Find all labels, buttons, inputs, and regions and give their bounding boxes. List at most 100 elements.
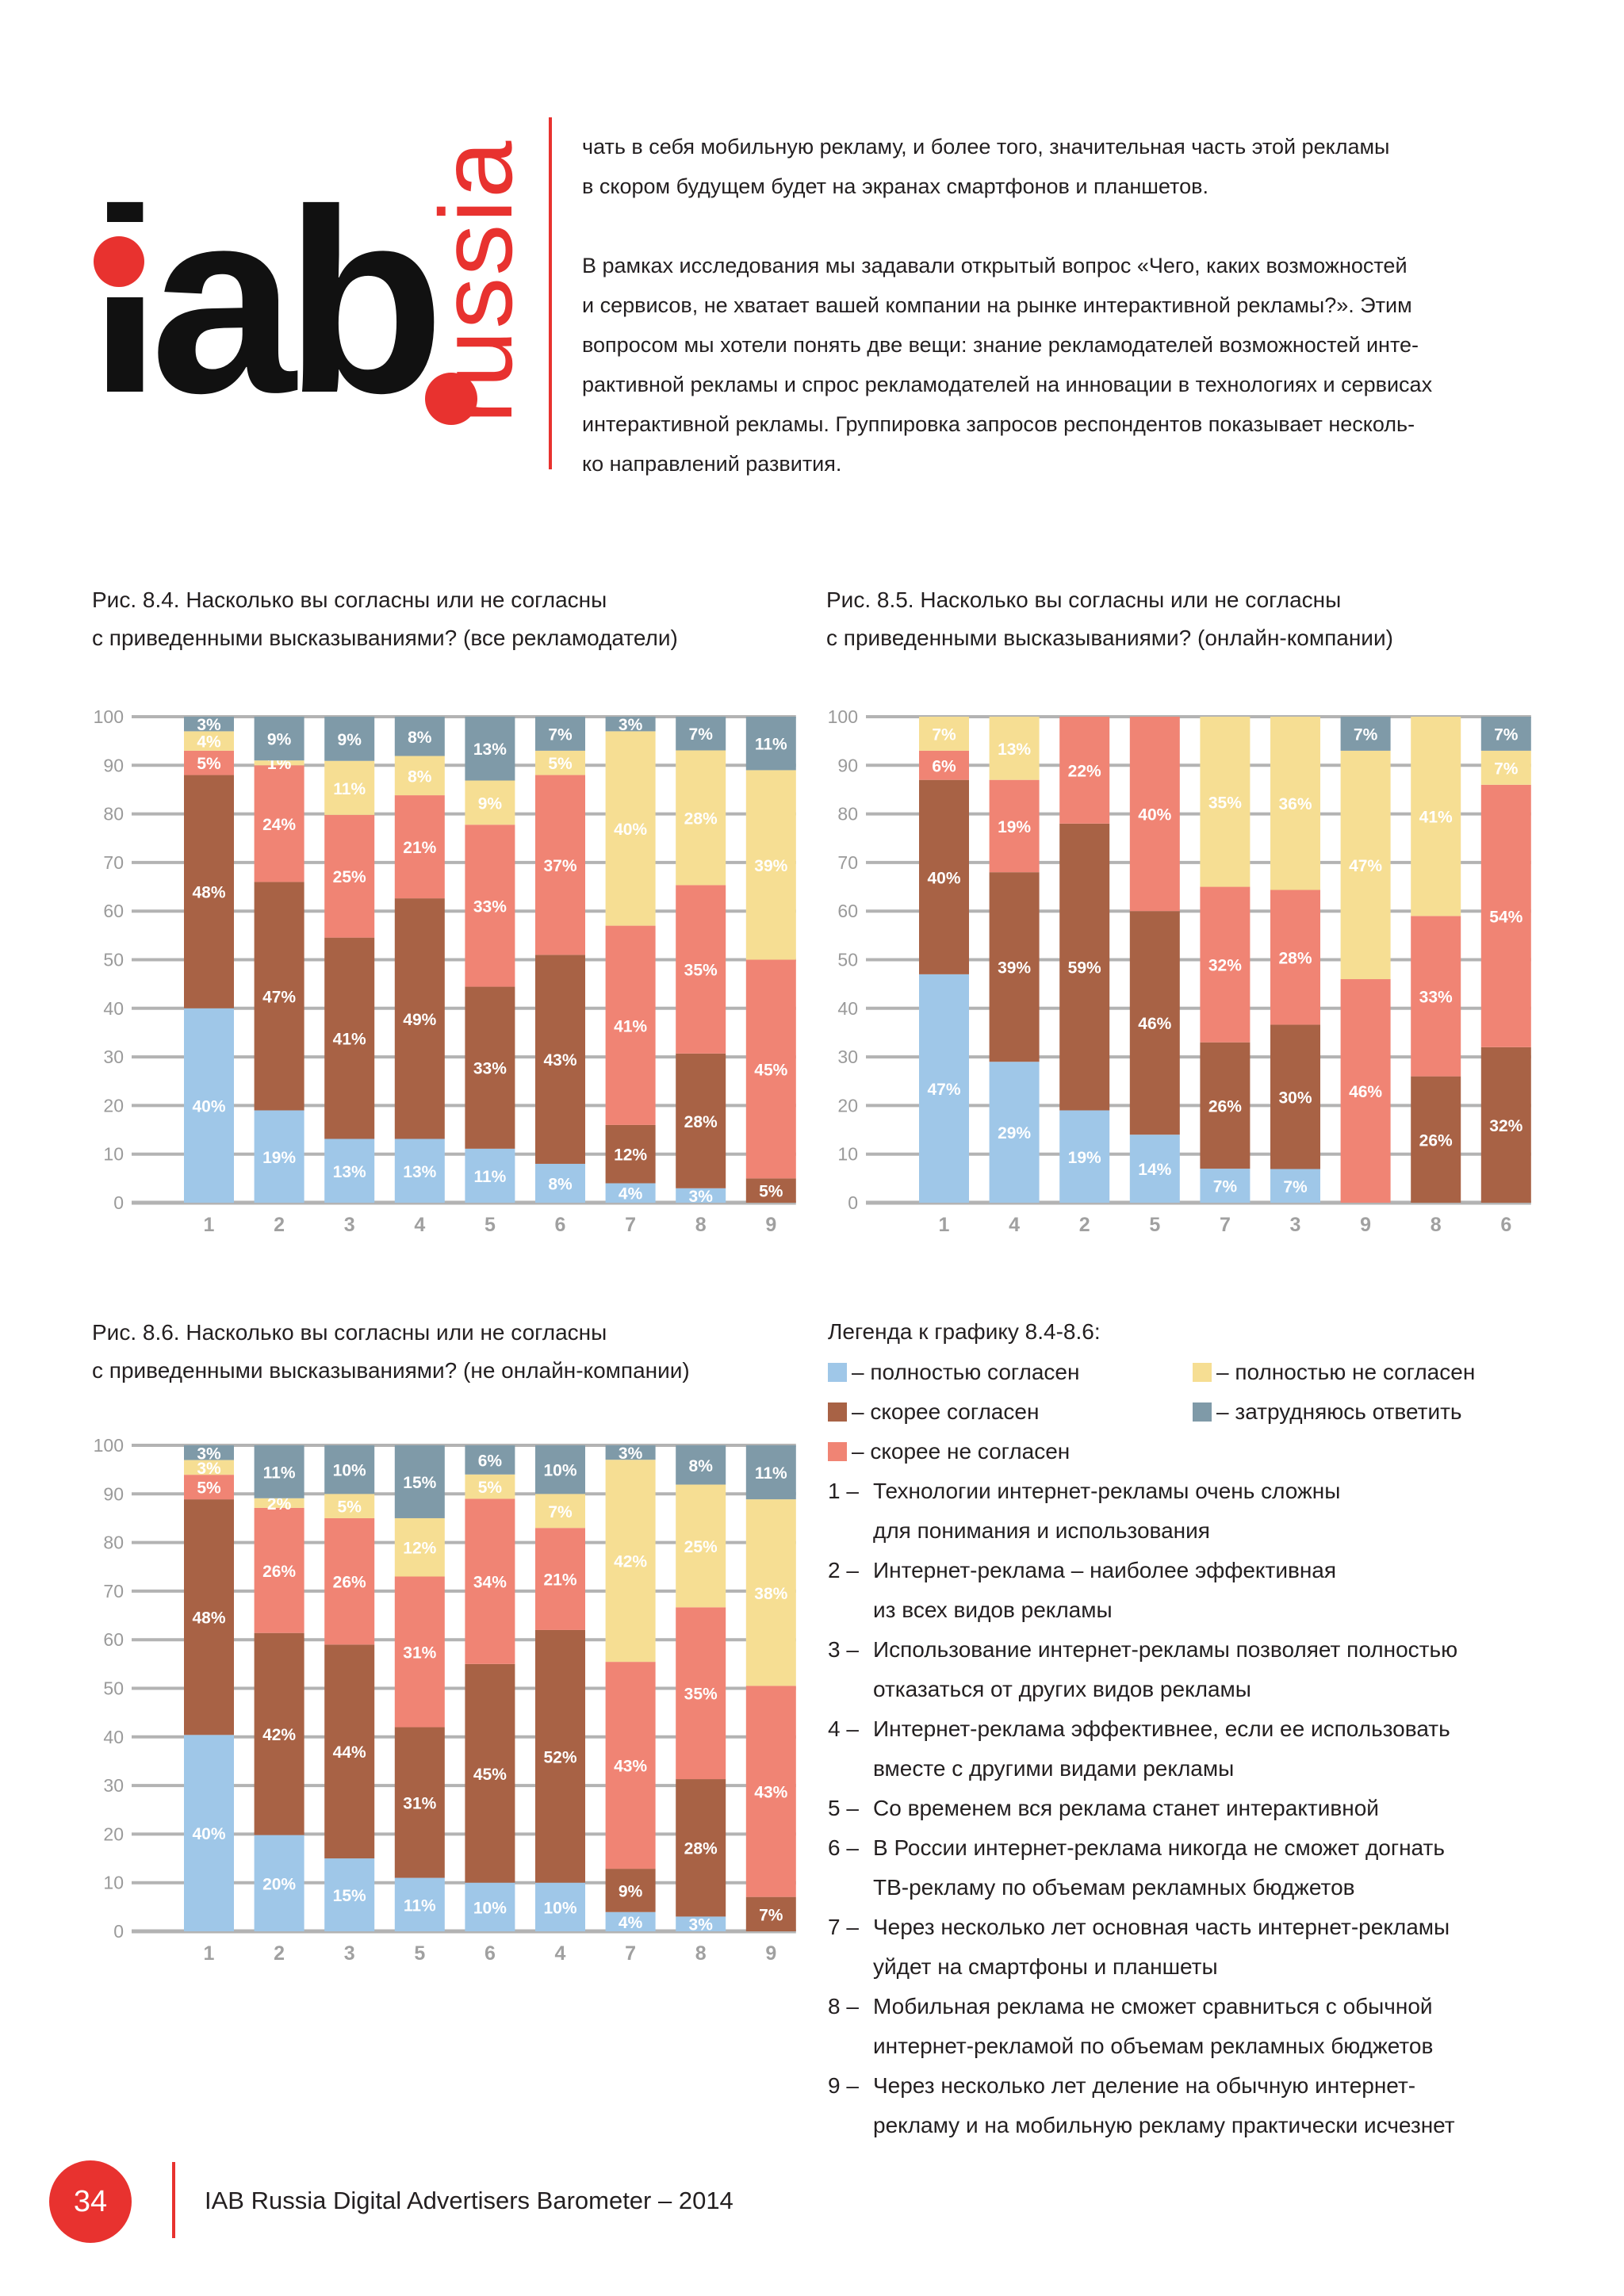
segment-rather-agree [184, 775, 234, 1008]
y-tick-label: 80 [837, 804, 858, 825]
data-label: 9% [338, 731, 362, 749]
data-label: 10% [473, 1899, 507, 1917]
data-label: 25% [333, 868, 366, 886]
logo-iab: iab [89, 155, 445, 447]
swatch-icon [828, 1442, 847, 1461]
segment-rather-agree [535, 1629, 585, 1883]
footer-publication: IAB Russia Digital Advertisers Barometer… [205, 2187, 733, 2214]
x-tick-label: 8 [695, 1942, 707, 1965]
segment-fully-disagree [676, 1484, 726, 1608]
segment-hard-to-say [324, 1445, 375, 1494]
segment-hard-to-say [605, 1445, 656, 1460]
y-tick-label: 0 [848, 1192, 858, 1213]
data-label: 24% [262, 816, 296, 834]
data-label: 59% [1068, 959, 1101, 978]
x-tick-label: 9 [765, 1214, 776, 1236]
data-label: 43% [754, 1784, 787, 1802]
data-label: 34% [473, 1574, 507, 1592]
legend-label: – полностью не согласен [1216, 1360, 1476, 1384]
segment-fully-disagree [989, 717, 1040, 780]
y-tick-label: 100 [94, 706, 124, 727]
y-tick-label: 10 [103, 1873, 124, 1893]
title-line: Рис. 8.5. Насколько вы согласны или не с… [826, 587, 1342, 612]
segment-rather-agree [394, 1727, 445, 1878]
statement-number: 4 – [828, 1716, 859, 1741]
data-label: 9% [267, 731, 292, 749]
data-label: 4% [197, 733, 221, 752]
legend-label: – скорее согласен [852, 1399, 1040, 1424]
y-tick-label: 0 [113, 1921, 124, 1942]
data-label: 5% [759, 1183, 783, 1201]
x-tick-label: 5 [1149, 1214, 1160, 1236]
legend-entry-hard-to-say: – затрудняюсь ответить [1193, 1392, 1462, 1432]
data-label: 28% [684, 1113, 718, 1131]
data-label: 43% [543, 1051, 576, 1070]
data-label: 3% [197, 1445, 221, 1463]
segment-rather-disagree [1059, 717, 1110, 824]
segment-hard-to-say [184, 1445, 234, 1460]
segment-fully-disagree [184, 1460, 234, 1475]
text-line: рактивной рекламы и спрос рекламодателей… [582, 373, 1433, 396]
data-label: 11% [755, 736, 787, 754]
statement-text: Интернет-реклама – наиболее эффективная [873, 1558, 1337, 1582]
legend-label: – скорее не согласен [852, 1439, 1071, 1464]
segment-fully-agree [535, 1163, 585, 1203]
chart-8-4-title: Рис. 8.4. Насколько вы согласны или не с… [92, 581, 678, 657]
segment-fully-disagree [605, 731, 656, 926]
segment-rather-disagree [745, 959, 796, 1179]
data-label: 48% [192, 1609, 225, 1628]
segment-hard-to-say [254, 717, 304, 761]
segment-rather-agree [324, 937, 375, 1139]
x-tick-label: 6 [555, 1214, 566, 1236]
segment-rather-disagree [1411, 916, 1461, 1077]
segment-rather-disagree [1340, 979, 1391, 1203]
data-label: 31% [403, 1795, 436, 1813]
segment-hard-to-say [184, 717, 234, 732]
data-label: 45% [473, 1766, 507, 1784]
y-tick-label: 90 [103, 755, 124, 775]
segment-rather-agree [1129, 911, 1180, 1135]
x-tick-label: 8 [695, 1214, 707, 1236]
legend-title: Легенда к графику 8.4-8.6: [828, 1319, 1101, 1344]
legend-entry-rather-agree: – скорее согласен [828, 1392, 1039, 1432]
logo-i-dot [94, 236, 144, 287]
data-label: 12% [403, 1540, 436, 1558]
data-label: 41% [614, 1017, 647, 1035]
segment-rather-agree [745, 1178, 796, 1203]
segment-hard-to-say [535, 717, 585, 751]
statement-text: Использование интернет-рекламы позволяет… [873, 1637, 1458, 1662]
y-tick-label: 60 [103, 901, 124, 921]
segment-hard-to-say [745, 1445, 796, 1500]
data-label: 15% [333, 1887, 366, 1905]
segment-fully-agree [535, 1882, 585, 1931]
statement-text: Со временем вся реклама станет интеракти… [873, 1796, 1379, 1820]
statement-text: Интернет-реклама эффективнее, если ее ис… [873, 1716, 1450, 1741]
data-label: 28% [684, 1840, 718, 1858]
segment-rather-disagree [605, 1662, 656, 1869]
y-tick-label: 40 [103, 998, 124, 1019]
data-label: 39% [754, 857, 787, 875]
data-label: 28% [684, 809, 718, 828]
data-label: 7% [1494, 760, 1519, 778]
data-label: 49% [403, 1011, 436, 1029]
segment-fully-disagree [394, 756, 445, 796]
data-label: 10% [543, 1899, 576, 1917]
statement-text: Технологии интернет-рекламы очень сложны [873, 1479, 1341, 1503]
segment-fully-agree [989, 1062, 1040, 1203]
chart-8-5: 010203040506070809010047%40%6%7%129%39%1… [828, 706, 1531, 1236]
data-label: 33% [473, 1060, 507, 1078]
data-label: 40% [1138, 806, 1171, 825]
data-label: 3% [197, 1460, 221, 1478]
statement-text-cont: для понимания и использования [873, 1518, 1210, 1543]
data-label: 40% [192, 1097, 225, 1115]
y-tick-label: 60 [837, 901, 858, 921]
segment-rather-disagree [465, 825, 515, 987]
data-label: 4% [619, 1914, 643, 1932]
y-tick-label: 70 [103, 1581, 124, 1601]
data-label: 47% [1349, 857, 1382, 875]
statement-item: 2 – Интернет-реклама – наиболее эффективн… [828, 1551, 1336, 1630]
y-tick-label: 70 [837, 852, 858, 873]
statement-text-cont: из всех видов рекламы [873, 1598, 1113, 1622]
data-label: 26% [333, 1574, 366, 1592]
y-tick-label: 80 [103, 804, 124, 825]
